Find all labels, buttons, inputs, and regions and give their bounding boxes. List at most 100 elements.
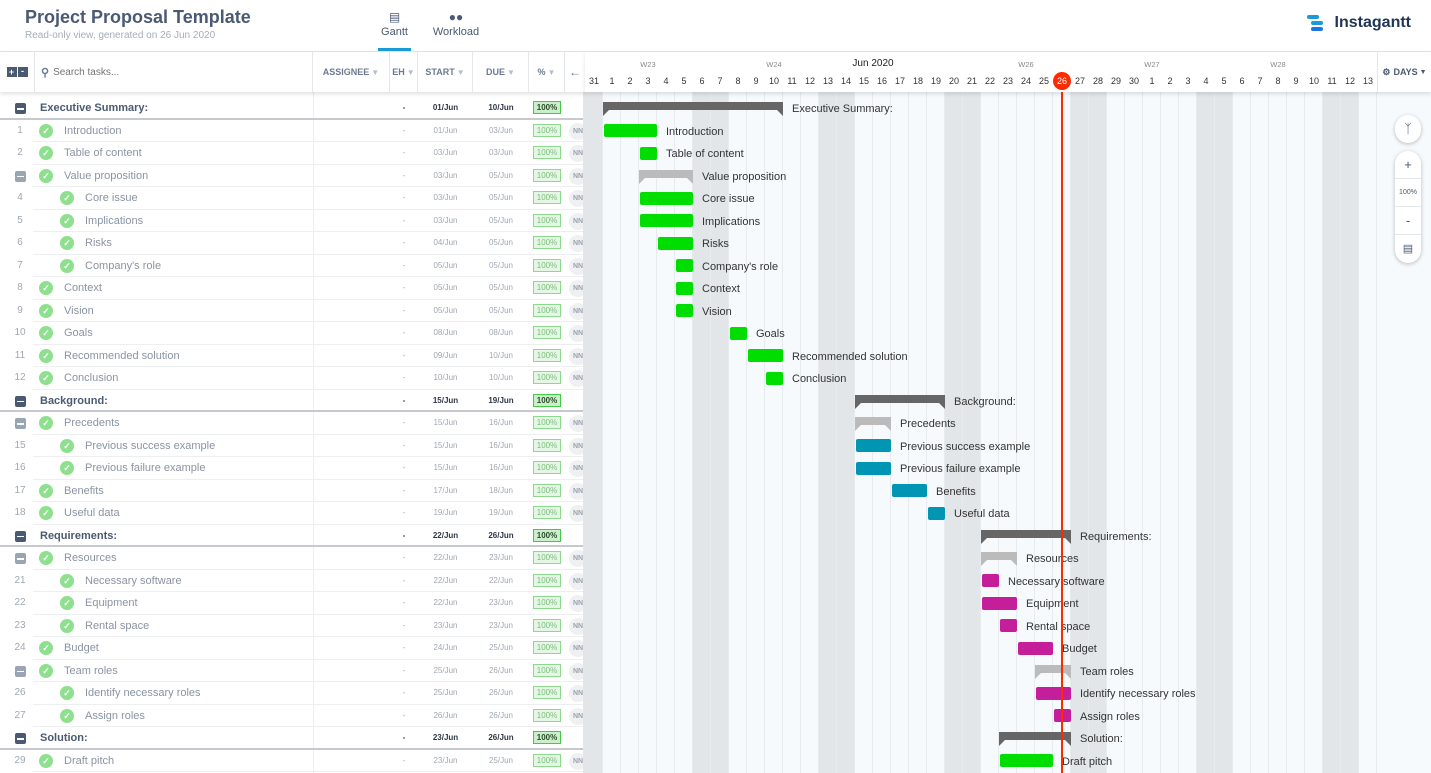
task-name[interactable]: Resources xyxy=(64,552,117,564)
task-name[interactable]: Previous success example xyxy=(85,439,216,452)
check-icon[interactable]: ✓ xyxy=(60,686,74,700)
task-bar[interactable] xyxy=(640,191,693,205)
assignee-avatar[interactable]: NN xyxy=(569,550,583,567)
task-bar[interactable] xyxy=(856,461,891,475)
task-row[interactable]: 2 ✓ Table of content - 03/Jun 03/Jun 100% NN xyxy=(0,142,583,165)
section-summary-bar[interactable] xyxy=(981,529,1071,544)
assignee-avatar[interactable]: NN xyxy=(569,662,583,680)
task-row[interactable]: 23 ✓ Rental space - 23/Jun 23/Jun 100% NN xyxy=(0,615,583,637)
task-row[interactable]: 11 ✓ Recommended solution - 09/Jun 10/Jun 100%… xyxy=(0,345,583,367)
task-bar[interactable] xyxy=(1000,619,1017,632)
section-summary-bar[interactable] xyxy=(999,732,1071,746)
section-row[interactable]: Solution: - 23/Jun 26/Jun 100% xyxy=(0,727,583,750)
task-row[interactable]: 29 ✓ Draft pitch - 23/Jun 25/Jun 100% NN xyxy=(0,750,583,772)
task-row[interactable]: 15 ✓ Previous success example - 15/Jun 16/Jun… xyxy=(0,435,583,457)
task-bar[interactable] xyxy=(676,259,693,272)
task-bar[interactable] xyxy=(640,214,693,227)
assignee-avatar[interactable]: NN xyxy=(569,370,583,387)
column-percent[interactable]: % ▼ xyxy=(529,52,565,92)
section-row[interactable]: Requirements: - 22/Jun 26/Jun 100% xyxy=(0,525,583,547)
check-icon[interactable]: ✓ xyxy=(60,213,74,228)
group-summary-bar[interactable] xyxy=(1035,664,1071,679)
search-input[interactable] xyxy=(53,66,294,78)
filter-icon[interactable]: ▼ xyxy=(371,67,380,77)
check-icon[interactable]: ✓ xyxy=(39,348,53,363)
assignee-avatar[interactable]: NN xyxy=(569,212,583,230)
expand-all-icon[interactable]: + xyxy=(6,67,17,77)
filter-icon[interactable]: ▼ xyxy=(547,67,556,77)
check-icon[interactable]: ✓ xyxy=(60,596,74,610)
task-name[interactable]: Vision xyxy=(64,304,94,317)
task-row[interactable]: 21 ✓ Necessary software - 22/Jun 22/Jun 100% NN xyxy=(0,570,583,592)
task-name[interactable]: Goals xyxy=(64,327,93,339)
task-row[interactable]: 9 ✓ Vision - 05/Jun 05/Jun 100% NN xyxy=(0,300,583,322)
task-bar[interactable] xyxy=(1000,754,1053,767)
task-bar[interactable] xyxy=(604,124,657,137)
collapse-icon[interactable] xyxy=(15,103,26,114)
check-icon[interactable]: ✓ xyxy=(39,641,53,655)
task-name[interactable]: Solution: xyxy=(40,732,88,744)
task-row[interactable]: ✓ Team roles - 25/Jun 26/Jun 100% NN xyxy=(0,660,583,682)
task-name[interactable]: Risks xyxy=(85,237,112,249)
task-bar[interactable] xyxy=(748,349,783,362)
task-name[interactable]: Executive Summary: xyxy=(40,102,149,114)
assignee-avatar[interactable]: NN xyxy=(569,437,583,455)
task-name[interactable]: Draft pitch xyxy=(64,754,115,767)
task-bar[interactable] xyxy=(982,596,1017,610)
task-row[interactable]: 24 ✓ Budget - 24/Jun 25/Jun 100% NN xyxy=(0,637,583,660)
task-name[interactable]: Identify necessary roles xyxy=(85,687,201,699)
check-icon[interactable]: ✓ xyxy=(39,371,53,385)
task-name[interactable]: Context xyxy=(64,282,102,294)
task-name[interactable]: Team roles xyxy=(64,664,118,677)
assignee-avatar[interactable]: NN xyxy=(569,190,583,207)
task-row[interactable]: 12 ✓ Conclusion - 10/Jun 10/Jun 100% NN xyxy=(0,367,583,390)
check-icon[interactable]: ✓ xyxy=(39,146,53,160)
check-icon[interactable]: ✓ xyxy=(60,438,74,453)
filter-icon[interactable]: ▼ xyxy=(406,67,415,77)
group-summary-bar[interactable] xyxy=(639,169,693,184)
collapse-icon[interactable] xyxy=(15,530,26,542)
task-bar[interactable] xyxy=(640,146,657,160)
check-icon[interactable]: ✓ xyxy=(39,483,53,498)
check-icon[interactable]: ✓ xyxy=(60,573,74,588)
check-icon[interactable]: ✓ xyxy=(39,303,53,318)
check-icon[interactable]: ✓ xyxy=(39,663,53,678)
assignee-avatar[interactable]: NN xyxy=(569,325,583,342)
task-bar[interactable] xyxy=(730,326,747,340)
assignee-avatar[interactable]: NN xyxy=(569,707,583,725)
tab-gantt[interactable]: ▤ Gantt xyxy=(378,10,411,51)
assignee-avatar[interactable]: NN xyxy=(569,482,583,500)
check-icon[interactable]: ✓ xyxy=(39,281,53,295)
check-icon[interactable]: ✓ xyxy=(39,506,53,520)
task-row[interactable]: 1 ✓ Introduction - 01/Jun 03/Jun 100% NN xyxy=(0,120,583,142)
check-icon[interactable]: ✓ xyxy=(39,326,53,340)
assignee-avatar[interactable]: NN xyxy=(569,145,583,162)
check-icon[interactable]: ✓ xyxy=(39,123,53,138)
expand-collapse-all[interactable]: + - xyxy=(0,52,35,92)
task-name[interactable]: Benefits xyxy=(64,484,104,497)
assignee-avatar[interactable]: NN xyxy=(569,617,583,635)
task-name[interactable]: Rental space xyxy=(85,619,150,632)
assignee-avatar[interactable]: NN xyxy=(569,235,583,252)
tab-workload[interactable]: ●● Workload xyxy=(428,10,484,38)
task-name[interactable]: Useful data xyxy=(64,507,120,519)
collapse-icon[interactable] xyxy=(15,395,26,407)
check-icon[interactable]: ✓ xyxy=(60,461,74,475)
assignee-avatar[interactable]: NN xyxy=(569,505,583,522)
assignee-avatar[interactable]: NN xyxy=(569,640,583,657)
assignee-avatar[interactable]: NN xyxy=(569,572,583,590)
task-name[interactable]: Company's role xyxy=(85,259,162,272)
column-start[interactable]: START ▼ xyxy=(418,52,473,92)
task-row[interactable]: 22 ✓ Equipment - 22/Jun 23/Jun 100% NN xyxy=(0,592,583,615)
group-summary-bar[interactable] xyxy=(855,417,891,431)
collapse-icon[interactable] xyxy=(15,665,26,677)
group-summary-bar[interactable] xyxy=(981,552,1017,566)
task-name[interactable]: Core issue xyxy=(85,192,138,204)
task-name[interactable]: Implications xyxy=(85,214,144,227)
assignee-avatar[interactable]: NN xyxy=(569,347,583,365)
assignee-avatar[interactable]: NN xyxy=(569,685,583,702)
assignee-avatar[interactable]: NN xyxy=(569,280,583,297)
assignee-avatar[interactable]: NN xyxy=(569,460,583,477)
task-row[interactable]: ✓ Precedents - 15/Jun 16/Jun 100% NN xyxy=(0,412,583,435)
zoom-out-button[interactable]: - xyxy=(1395,207,1421,235)
